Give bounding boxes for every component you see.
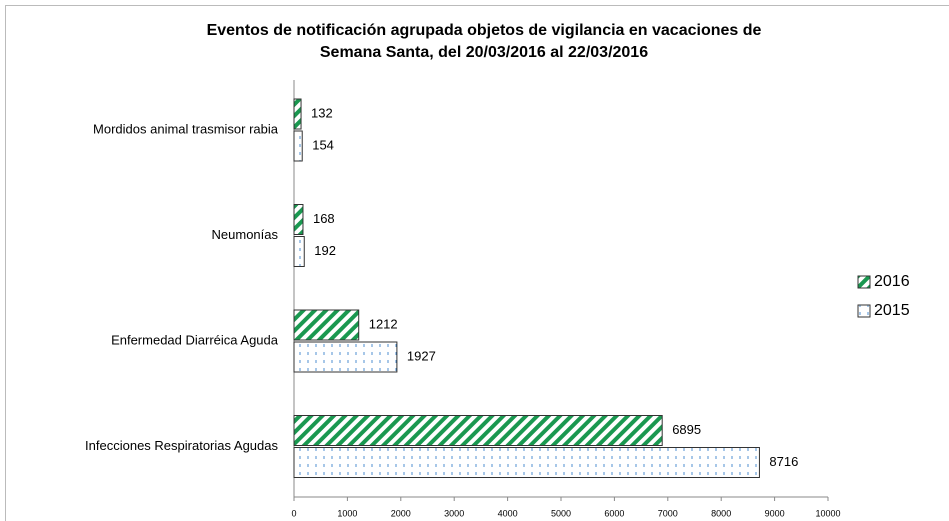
bar: [293, 341, 398, 373]
value-label: 192: [314, 243, 336, 258]
x-tick-label: 1000: [337, 508, 357, 518]
x-tick-label: 4000: [498, 508, 518, 518]
legend-swatch: [857, 304, 871, 318]
bar: [293, 415, 663, 446]
x-tick-label: 0: [291, 508, 296, 518]
bar: [293, 204, 304, 235]
value-label: 8716: [769, 454, 798, 469]
bar: [293, 236, 305, 267]
bar: [293, 309, 360, 341]
y-tick-label: Infecciones Respiratorias Agudas: [85, 438, 278, 453]
x-tick-label: 2000: [391, 508, 411, 518]
x-tick-label: 7000: [658, 508, 678, 518]
x-tick-label: 6000: [604, 508, 624, 518]
legend-swatch: [857, 275, 871, 289]
value-label: 132: [311, 105, 333, 120]
chart-title: Semana Santa, del 20/03/2016 al 22/03/20…: [320, 44, 648, 61]
value-label: 1927: [407, 348, 436, 363]
value-label: 168: [313, 211, 335, 226]
value-label: 6895: [672, 422, 701, 437]
x-tick-label: 5000: [551, 508, 571, 518]
y-tick-label: Mordidos animal trasmisor rabia: [93, 121, 279, 136]
chart-frame: [5, 5, 949, 521]
x-tick-label: 10000: [815, 508, 840, 518]
x-tick-label: 8000: [711, 508, 731, 518]
value-label: 154: [312, 137, 334, 152]
bar: [293, 447, 760, 478]
x-tick-label: 3000: [444, 508, 464, 518]
y-tick-label: Enfermedad Diarréica Aguda: [111, 332, 279, 347]
value-label: 1212: [369, 316, 398, 331]
chart-title: Eventos de notificación agrupada objetos…: [207, 22, 762, 39]
bar: [293, 130, 303, 162]
y-tick-label: Neumonías: [212, 227, 279, 242]
legend-label: 2015: [874, 302, 910, 319]
legend-label: 2016: [874, 273, 910, 290]
bar: [293, 98, 302, 130]
x-tick-label: 9000: [765, 508, 785, 518]
